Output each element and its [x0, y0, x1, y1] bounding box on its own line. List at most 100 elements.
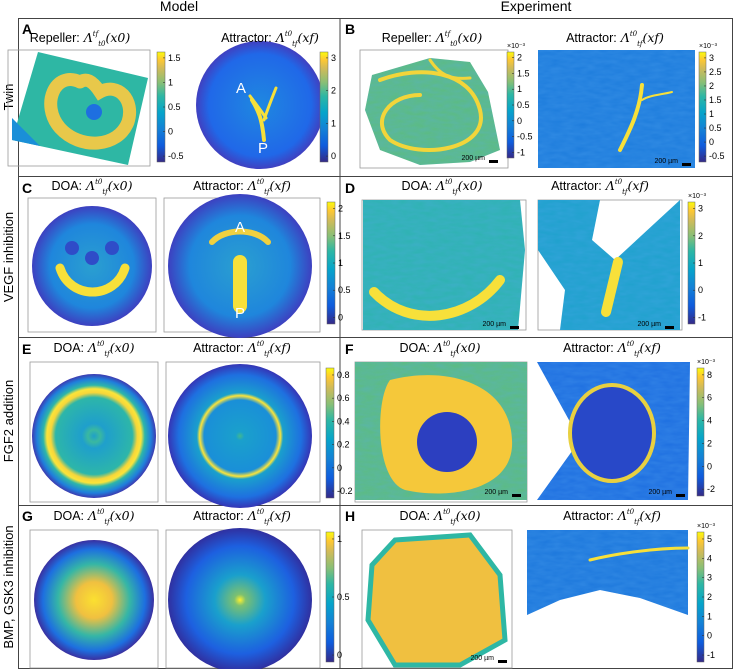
panel-letter: D — [345, 180, 355, 196]
colorbar-tick-label: 1.5 — [517, 68, 530, 78]
colorbar — [325, 367, 335, 499]
colorbar — [696, 367, 705, 497]
math-sub: tf — [637, 40, 644, 48]
colorbar-tick-label: 0.5 — [517, 100, 530, 110]
math-arg: (x0) — [457, 30, 482, 45]
colorbar-tick-label: 2 — [698, 231, 703, 241]
colorbar-tick-label: 0.5 — [709, 123, 722, 133]
math-arg: (xf) — [270, 340, 292, 355]
image-feature — [55, 263, 130, 297]
math-arg: (x0) — [456, 340, 481, 355]
colorbar-exponent: ×10⁻³ — [688, 193, 707, 200]
colorbar-tick-label: 2 — [331, 86, 336, 96]
colorbar-tick-label: -0.2 — [337, 486, 353, 496]
colorbar-exponent: ×10⁻³ — [697, 523, 716, 530]
image-feature — [369, 275, 505, 321]
math-symbol: Λ — [247, 340, 257, 355]
colorbar-tick-label: 1 — [331, 118, 336, 128]
math-sub: t0 — [450, 40, 458, 48]
colorbar-tick-label: 6 — [707, 393, 712, 403]
math-symbol: Λ — [87, 508, 97, 523]
colorbar-tick-label: 8 — [707, 370, 712, 380]
image-texture — [538, 50, 695, 168]
math-arg: (x0) — [110, 508, 135, 523]
panel-letter: C — [22, 180, 32, 196]
annotation: P — [235, 305, 245, 322]
colorbar-tick-label: 2 — [338, 204, 343, 214]
math-symbol: Λ — [433, 340, 443, 355]
title-label: Attractor: — [551, 179, 602, 193]
title-label: DOA: — [53, 341, 84, 355]
image-feature — [209, 228, 271, 245]
image-region — [365, 532, 508, 668]
math-sup: t0 — [285, 30, 293, 38]
panel-title: DOA: Λt0 tf(x0) — [401, 178, 482, 196]
colorbar-tick-label: 0.6 — [337, 393, 350, 403]
scale-bar — [498, 660, 507, 663]
image-region — [368, 535, 505, 665]
image-frame — [29, 361, 159, 503]
math-sup: t0 — [443, 340, 451, 348]
scale-bar — [682, 163, 691, 166]
image-frame — [7, 49, 151, 167]
colorbar-exponent: ×10⁻³ — [699, 43, 718, 50]
colorbar-tick-label: 0 — [698, 285, 703, 295]
image-region — [34, 540, 154, 660]
colorbar-tick-label: 1 — [707, 611, 712, 621]
math-arg: (xf) — [628, 178, 650, 193]
image-region — [32, 206, 152, 326]
math-symbol: Λ — [605, 178, 615, 193]
image-feature — [428, 58, 472, 80]
colorbar-tick-label: 1.5 — [709, 95, 722, 105]
title-label: Attractor: — [563, 509, 614, 523]
scale-bar-label: 200 µm — [485, 489, 509, 496]
panel-title: DOA: Λt0 tf(x0) — [53, 508, 134, 526]
colorbar-tick-label: 0 — [709, 137, 714, 147]
title-label: Attractor: — [221, 31, 272, 45]
image-feature — [568, 383, 656, 483]
image-feature — [618, 83, 644, 152]
image-region — [32, 374, 156, 498]
colorbar-tick-label: -0.5 — [517, 132, 533, 142]
math-symbol: Λ — [617, 508, 627, 523]
colorbar-tick-label: 5 — [707, 534, 712, 544]
colorbar-tick-label: 0.5 — [337, 592, 350, 602]
colorbar-tick-label: 1 — [709, 109, 714, 119]
math-sub: tf — [104, 518, 111, 526]
colorbar-tick-label: 0 — [338, 312, 343, 322]
math-arg: (x0) — [456, 508, 481, 523]
math-arg: (xf) — [643, 30, 665, 45]
annotation: P — [258, 140, 268, 157]
colorbar-tick-label: 1 — [517, 84, 522, 94]
math-symbol: Λ — [435, 178, 445, 193]
math-sup: t0 — [97, 508, 105, 516]
row-label: VEGF inhibition — [1, 212, 16, 302]
scale-bar-label: 200 µm — [655, 158, 679, 165]
colorbar-tick-label: 0.8 — [337, 370, 350, 380]
panel-title: Attractor: Λt0 tf(xf) — [193, 340, 291, 358]
panel-title: Attractor: Λt0 tf(xf) — [193, 178, 291, 196]
row-label: Twin — [1, 84, 16, 111]
colorbar-tick-label: 1 — [168, 77, 173, 87]
math-sub: tf — [450, 518, 457, 526]
colorbar-tick-label: 3 — [709, 53, 714, 63]
math-arg: (x0) — [105, 30, 130, 45]
math-symbol: Λ — [85, 178, 95, 193]
panel-title: Attractor: Λt0 tf(xf) — [221, 30, 319, 48]
colorbar — [698, 51, 707, 163]
panel-title: Attractor: Λt0 tf(xf) — [566, 30, 664, 48]
colorbar — [319, 51, 329, 163]
scale-bar-label: 200 µm — [462, 155, 486, 162]
colorbar-tick-label: -0.5 — [709, 151, 725, 161]
scale-bar — [512, 494, 521, 497]
math-sub: tf — [104, 350, 111, 358]
math-sub: tf — [264, 350, 271, 358]
image-feature — [248, 94, 268, 120]
math-arg: (xf) — [270, 178, 292, 193]
title-label: DOA: — [53, 509, 84, 523]
colorbar-tick-label: 4 — [707, 416, 712, 426]
colorbar-tick-label: 3 — [698, 204, 703, 214]
image-region — [65, 241, 79, 255]
math-sup: t0 — [443, 508, 451, 516]
